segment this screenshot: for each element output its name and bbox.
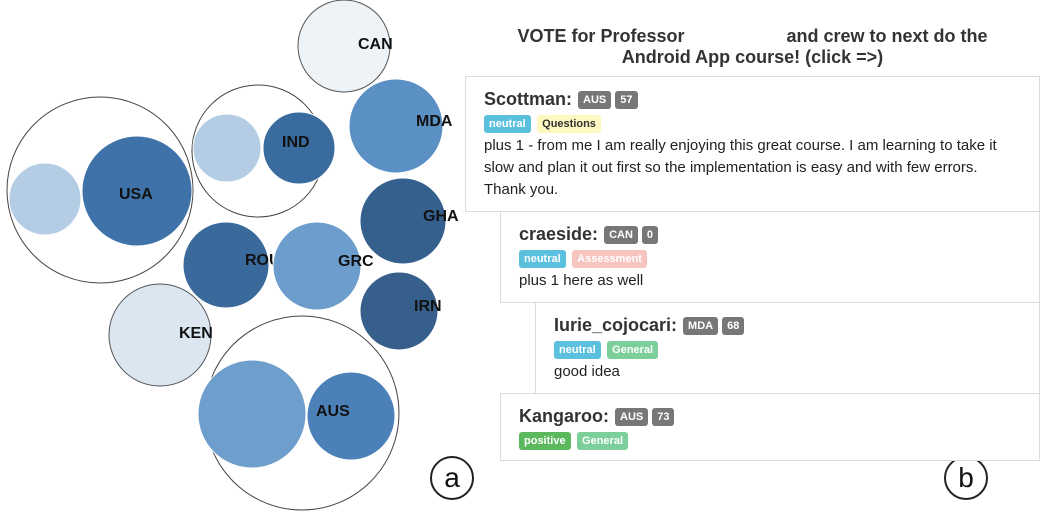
label-ken: KEN bbox=[179, 325, 213, 342]
bubble-group-gha[interactable]: GHA bbox=[359, 177, 459, 265]
bubble-group-mda[interactable]: MDA bbox=[348, 78, 453, 174]
country-badge: AUS bbox=[578, 90, 612, 109]
label-aus: AUS bbox=[316, 403, 350, 420]
bubble-aus-secondary[interactable] bbox=[197, 359, 307, 469]
bubble-mda[interactable] bbox=[348, 78, 444, 174]
bubble-usa-secondary[interactable] bbox=[8, 162, 82, 236]
label-grc: GRC bbox=[338, 253, 374, 270]
bubble-group-can[interactable]: CAN bbox=[297, 0, 393, 93]
bubble-rou[interactable] bbox=[182, 221, 270, 309]
country-badge: CAN bbox=[604, 225, 638, 244]
bubble-group-usa[interactable]: USA bbox=[6, 96, 194, 284]
sentiment-tag: neutral bbox=[519, 250, 566, 268]
sentiment-tag: positive bbox=[519, 432, 571, 450]
post-author[interactable]: Iurie_cojocari: bbox=[554, 315, 678, 335]
label-rou: ROU bbox=[245, 252, 281, 269]
category-tag: General bbox=[577, 432, 628, 450]
sentiment-tag: neutral bbox=[484, 115, 531, 133]
category-tag: Assessment bbox=[572, 250, 647, 268]
country-bubble-chart: USA IND AUS CAN MDA GHA ROU GRC IRN bbox=[6, 0, 459, 511]
label-ind: IND bbox=[282, 134, 310, 151]
discussion-thread: VOTE for Professor and crew to next do t… bbox=[465, 26, 1040, 476]
post-text: plus 1 - from me I am really enjoying th… bbox=[484, 137, 997, 198]
sentiment-tag: neutral bbox=[554, 341, 601, 359]
panel-label-a: a bbox=[430, 456, 474, 500]
bubble-ind[interactable] bbox=[262, 111, 336, 185]
bubble-gha[interactable] bbox=[359, 177, 447, 265]
label-usa: USA bbox=[119, 186, 153, 203]
post-iurie-cojocari[interactable]: Iurie_cojocari: MDA 68 neutral General g… bbox=[535, 302, 1040, 394]
label-can: CAN bbox=[358, 36, 393, 53]
bubble-ind-secondary[interactable] bbox=[192, 113, 262, 183]
country-badge: AUS bbox=[615, 407, 649, 426]
post-author[interactable]: Scottman: bbox=[484, 89, 573, 109]
label-gha: GHA bbox=[423, 208, 459, 225]
label-irn: IRN bbox=[414, 298, 442, 315]
category-tag: Questions bbox=[537, 115, 601, 133]
bubble-can[interactable] bbox=[297, 0, 391, 93]
post-craeside[interactable]: craeside: CAN 0 neutral Assessment plus … bbox=[500, 211, 1040, 303]
country-badge: MDA bbox=[683, 316, 719, 335]
bubble-irn[interactable] bbox=[359, 271, 439, 351]
thread-title[interactable]: VOTE for Professor and crew to next do t… bbox=[465, 26, 1040, 68]
bubble-group-rou[interactable]: ROU bbox=[182, 221, 281, 309]
category-tag: General bbox=[607, 341, 659, 359]
bubble-group-ind[interactable]: IND bbox=[191, 84, 336, 218]
bubble-group-irn[interactable]: IRN bbox=[359, 271, 442, 351]
bubble-usa[interactable] bbox=[81, 135, 193, 247]
thread-title-part1: VOTE for Professor bbox=[517, 26, 685, 46]
post-scottman[interactable]: Scottman: AUS 57 neutral Questions plus … bbox=[465, 76, 1040, 212]
bubble-group-grc[interactable]: GRC bbox=[272, 221, 374, 311]
bubble-ken[interactable] bbox=[108, 283, 212, 387]
bubble-aus[interactable] bbox=[306, 371, 396, 461]
post-author[interactable]: craeside: bbox=[519, 224, 599, 244]
post-kangaroo[interactable]: Kangaroo: AUS 73 positive General bbox=[500, 393, 1040, 461]
post-author[interactable]: Kangaroo: bbox=[519, 406, 609, 426]
bubble-group-aus[interactable]: AUS bbox=[197, 315, 400, 511]
bubble-grc[interactable] bbox=[272, 221, 362, 311]
post-text: good idea bbox=[554, 363, 620, 380]
label-mda: MDA bbox=[416, 113, 453, 130]
thread-title-line2: Android App course! (click =>) bbox=[621, 47, 884, 67]
bubble-group-ken[interactable]: KEN bbox=[108, 283, 213, 387]
count-badge: 0 bbox=[641, 225, 659, 244]
redacted-name bbox=[689, 29, 782, 46]
count-badge: 73 bbox=[652, 407, 675, 426]
count-badge: 57 bbox=[615, 90, 638, 109]
thread-title-part2: and crew to next do the bbox=[786, 26, 988, 46]
post-text: plus 1 here as well bbox=[519, 272, 644, 289]
count-badge: 68 bbox=[722, 316, 745, 335]
